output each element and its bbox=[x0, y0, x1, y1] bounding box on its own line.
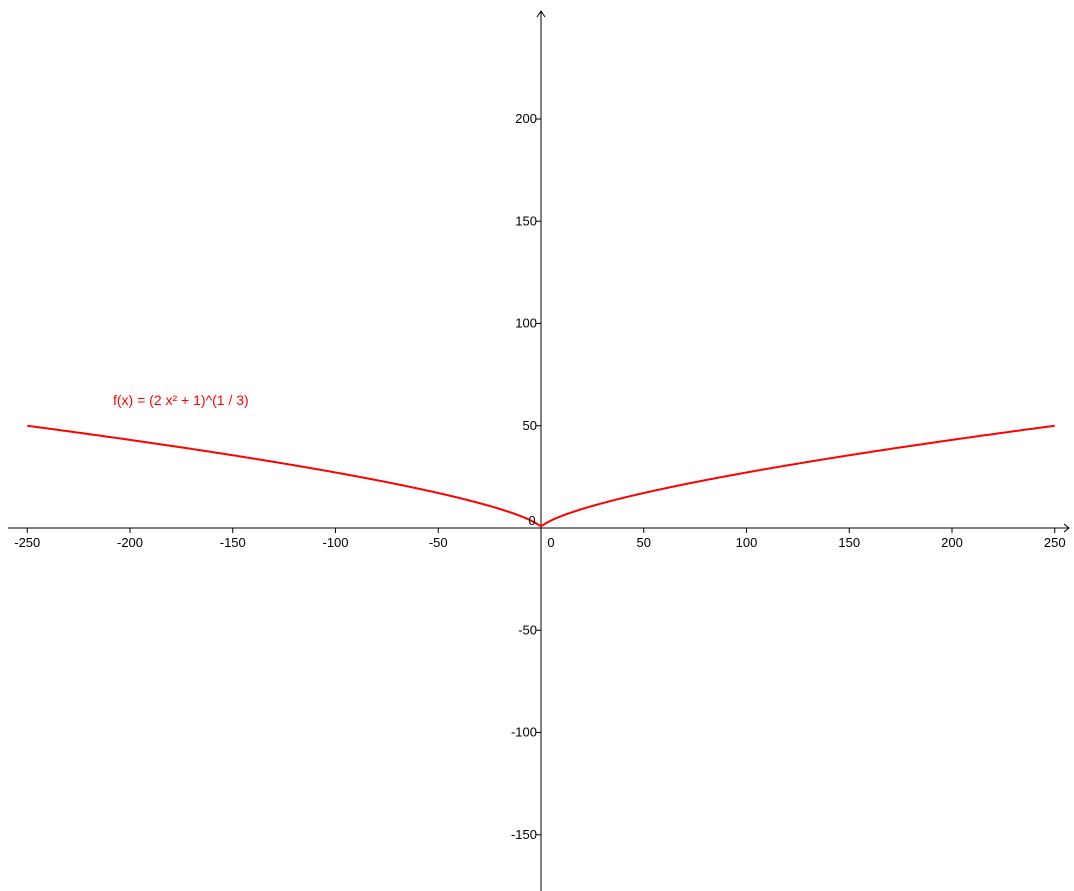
tick-labels: -250 -200 -150 -100 -50 0 50 100 150 200 250 0 -150 -… bbox=[14, 111, 1065, 842]
x-tick-label: 250 bbox=[1044, 535, 1066, 550]
x-tick-label: -100 bbox=[322, 535, 348, 550]
x-tick-label: -200 bbox=[117, 535, 143, 550]
axes bbox=[8, 10, 1070, 891]
y-axis-arrow bbox=[536, 10, 546, 18]
series-layer: f(x) = (2 x² + 1)^(1 / 3) bbox=[27, 392, 1055, 527]
x-tick-label: -250 bbox=[14, 535, 40, 550]
y-tick-label: -150 bbox=[511, 827, 537, 842]
x-tick-label: 50 bbox=[637, 535, 651, 550]
y-tick-label: -100 bbox=[511, 725, 537, 740]
x-tick-label: 200 bbox=[941, 535, 963, 550]
x-tick-label: -150 bbox=[220, 535, 246, 550]
tick-marks bbox=[26, 118, 1056, 836]
y-tick-label: 200 bbox=[515, 111, 537, 126]
y-tick-label: 100 bbox=[515, 316, 537, 331]
y-tick-label: -50 bbox=[518, 622, 537, 637]
y-tick-label: 50 bbox=[523, 418, 537, 433]
x-tick-label: 0 bbox=[547, 535, 554, 550]
x-tick-label: -50 bbox=[429, 535, 448, 550]
x-tick-label: 100 bbox=[736, 535, 758, 550]
origin-label: 0 bbox=[528, 513, 535, 528]
x-axis-arrow bbox=[1063, 523, 1070, 533]
series-line bbox=[27, 424, 1055, 527]
y-tick-label: 150 bbox=[515, 213, 537, 228]
x-tick-label: 150 bbox=[838, 535, 860, 550]
function-label: f(x) = (2 x² + 1)^(1 / 3) bbox=[113, 392, 249, 408]
